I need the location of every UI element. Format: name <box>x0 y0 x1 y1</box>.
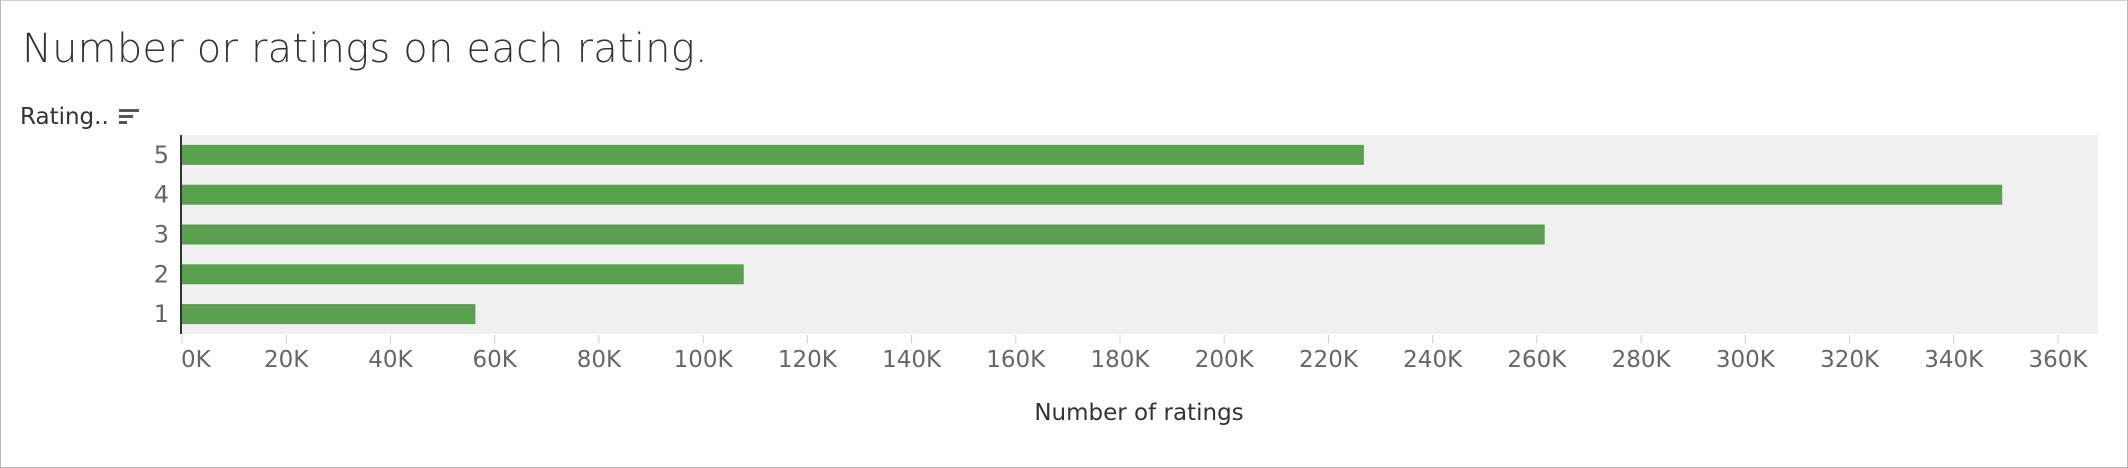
bar-4[interactable] <box>182 184 2003 205</box>
x-tick-label: 140K <box>882 347 942 373</box>
x-tick-label: 60K <box>472 347 517 373</box>
x-tick-label: 280K <box>1612 347 1672 373</box>
x-tick-label: 40K <box>368 347 413 373</box>
x-tick-label: 360K <box>2029 347 2089 373</box>
x-tick-label: 20K <box>264 347 309 373</box>
bar-2[interactable] <box>182 264 744 285</box>
y-tick-label: 5 <box>154 141 169 169</box>
x-tick-label: 260K <box>1507 347 1567 373</box>
row-header-label: Rating.. <box>20 104 109 130</box>
y-tick-label: 1 <box>154 300 169 328</box>
y-tick-label: 3 <box>154 221 169 249</box>
x-tick-label: 180K <box>1091 347 1151 373</box>
x-tick-label: 300K <box>1716 347 1776 373</box>
chart-title: Number or ratings on each rating. <box>22 26 708 72</box>
row-header[interactable]: Rating.. <box>20 104 141 130</box>
x-tick-label: 160K <box>986 347 1046 373</box>
sort-descending-icon[interactable] <box>117 105 141 129</box>
bar-3[interactable] <box>182 224 1545 245</box>
x-tick-label: 220K <box>1299 347 1359 373</box>
y-tick-label: 2 <box>154 260 169 288</box>
x-tick-label: 240K <box>1403 347 1463 373</box>
x-tick-label: 80K <box>577 347 622 373</box>
bar-1[interactable] <box>182 304 476 325</box>
x-axis-title: Number of ratings <box>1034 400 1244 426</box>
x-tick-label: 200K <box>1195 347 1255 373</box>
bar-5[interactable] <box>182 144 1364 165</box>
x-tick-label: 340K <box>1924 347 1984 373</box>
x-tick-label: 320K <box>1820 347 1880 373</box>
x-tick-label: 100K <box>674 347 734 373</box>
y-tick-label: 4 <box>154 181 169 209</box>
x-tick-label: 120K <box>778 347 838 373</box>
x-tick-label: 0K <box>181 347 212 373</box>
